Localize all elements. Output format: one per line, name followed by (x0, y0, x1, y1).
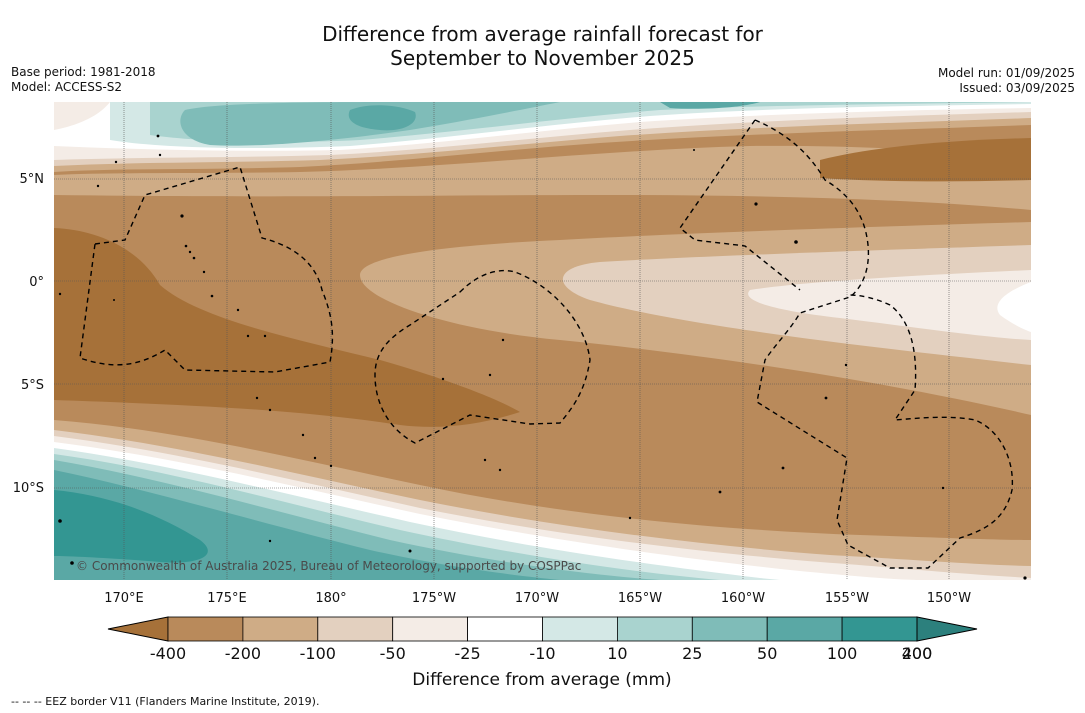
contour-north-pos200b (660, 102, 760, 109)
longitude-labels: 170°E 175°E 180° 175°W 170°W 165°W 160°W… (104, 591, 971, 606)
lon-label-165w: 165°W (618, 591, 662, 606)
colorbar-tick-11: 400 (902, 644, 933, 663)
eez-footnote: -- -- -- EEZ border V11 (Flanders Marine… (11, 695, 320, 708)
colorbar-tick-6: 10 (607, 644, 627, 663)
lon-label-160w: 160°W (721, 591, 765, 606)
colorbar-tick-10: 200 (902, 644, 933, 663)
latitude-labels: 5°N 0° 5°S 10°S (13, 172, 44, 496)
copyright-credit: © Commonwealth of Australia 2025, Bureau… (76, 559, 581, 573)
colorbar-box-2 (242, 616, 319, 642)
lon-label-175w: 175°W (412, 591, 456, 606)
lat-label-10s: 10°S (13, 481, 44, 496)
eez-border-line-islands (754, 119, 1014, 569)
colorbar-box-8 (691, 616, 768, 642)
colorbar-boxes (167, 616, 918, 642)
lat-label-0: 0° (29, 275, 44, 290)
eez-border-line-north (679, 119, 801, 291)
lon-label-175e: 175°E (207, 591, 247, 606)
colorbar-label: Difference from average (mm) (412, 670, 671, 690)
colorbar-tick-8: 50 (757, 644, 777, 663)
colorbar-box-5 (467, 616, 543, 642)
colorbar-box-1 (167, 616, 244, 642)
colorbar-tick-0: -400 (150, 644, 186, 663)
colorbar-box-10 (841, 616, 918, 642)
colorbar-box-9 (766, 616, 843, 642)
lon-label-150w: 150°W (927, 591, 971, 606)
colorbar-box-7 (617, 616, 693, 642)
metadata-right: Model run: 01/09/2025 Issued: 03/09/2025 (938, 66, 1075, 96)
map-title-line-1: Difference from average rainfall forecas… (322, 22, 763, 46)
eez-border-kiribati-gilbert (79, 166, 334, 373)
contour-north-pos200 (348, 105, 416, 131)
contour-equator-10 (997, 282, 1031, 332)
colorbar-left-extension (107, 616, 169, 642)
colorbar-box-3 (317, 616, 394, 642)
lat-label-5n: 5°N (20, 172, 45, 187)
lon-label-170e: 170°E (104, 591, 144, 606)
eez-border-tokelau (374, 269, 591, 444)
contour-south-pos400 (54, 490, 208, 563)
contour-northwest-25 (54, 102, 110, 130)
map-title-line-2: September to November 2025 (390, 46, 695, 70)
base-period-text: Base period: 1981-2018 (11, 65, 156, 79)
colorbar-tick-4: -25 (455, 644, 481, 663)
islands (58, 134, 1027, 580)
metadata-left: Base period: 1981-2018 Model: ACCESS-S2 (11, 65, 156, 95)
colorbar-tick-7: 25 (682, 644, 702, 663)
model-run-text: Model run: 01/09/2025 (937, 66, 1075, 80)
lon-label-170w: 170°W (515, 591, 559, 606)
rainfall-contours (54, 102, 1031, 580)
eez-borders (79, 119, 1014, 569)
lon-label-180: 180° (315, 591, 346, 606)
colorbar-tick-1: -200 (225, 644, 261, 663)
colorbar-tick-9: 100 (827, 644, 858, 663)
colorbar-right-extension (916, 616, 978, 642)
issued-text: Issued: 03/09/2025 (959, 81, 1075, 95)
lat-label-5s: 5°S (21, 378, 44, 393)
contour-northeast-400 (820, 138, 1031, 182)
lon-label-155w: 155°W (825, 591, 869, 606)
colorbar-box-6 (542, 616, 618, 642)
contour-west-400 (54, 228, 520, 427)
colorbar-box-4 (392, 616, 469, 642)
colorbar-tick-5: -10 (529, 644, 555, 663)
colorbar-tick-2: -100 (300, 644, 336, 663)
colorbar-tick-3: -50 (380, 644, 406, 663)
graticule (54, 102, 1031, 580)
model-text: Model: ACCESS-S2 (11, 80, 123, 94)
